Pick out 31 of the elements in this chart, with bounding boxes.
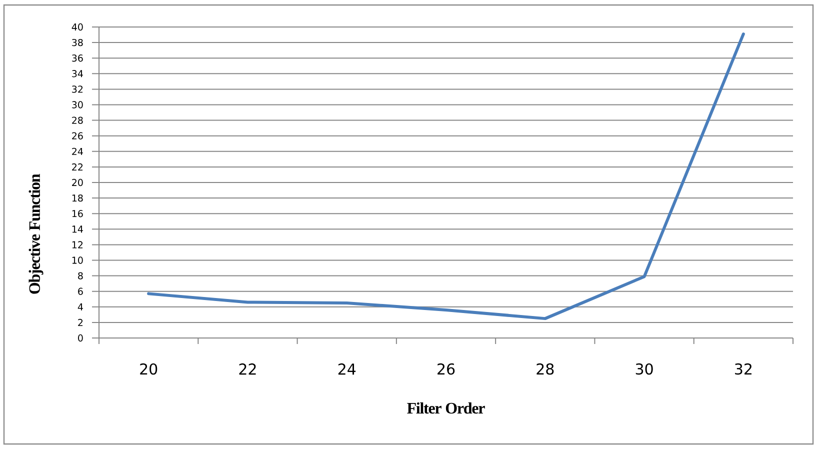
- y-tick-label: 26: [72, 132, 83, 140]
- y-tick-label: 22: [72, 163, 83, 170]
- y-tick-label: 38: [72, 38, 83, 46]
- y-tick-label: 16: [72, 210, 83, 218]
- y-tick-label: 40: [72, 23, 83, 31]
- y-tick-label: 14: [72, 226, 83, 233]
- y-tick-label: 20: [72, 178, 83, 186]
- y-tick-label: 28: [72, 116, 83, 124]
- y-tick-label: 2: [78, 318, 83, 326]
- y-tick-label: 0: [78, 334, 83, 342]
- y-tick-label: 30: [72, 101, 83, 108]
- y-tick-label: 8: [78, 272, 83, 280]
- x-tick-label: 26: [438, 363, 455, 375]
- y-tick-label: 12: [72, 241, 83, 248]
- y-tick-label: 36: [72, 54, 83, 62]
- y-tick-label: 34: [72, 70, 83, 78]
- y-tick-label: 24: [72, 148, 83, 155]
- x-axis-title: Filter Order: [407, 402, 485, 414]
- y-tick-label: 18: [72, 194, 83, 202]
- y-axis-title: Objective Function: [28, 174, 44, 294]
- line-series: [147, 32, 745, 320]
- y-tick-label: 6: [78, 288, 83, 295]
- x-tick-label: 22: [239, 363, 256, 375]
- x-tick-label: 30: [636, 363, 653, 375]
- x-tick-label: 24: [338, 363, 356, 375]
- x-tick-label: 20: [140, 363, 158, 375]
- x-tick-label: 28: [536, 363, 554, 375]
- y-tick-label: 4: [78, 303, 83, 310]
- x-tick-label: 32: [735, 363, 752, 375]
- y-tick-label: 10: [72, 256, 83, 264]
- y-tick-label: 32: [72, 86, 83, 93]
